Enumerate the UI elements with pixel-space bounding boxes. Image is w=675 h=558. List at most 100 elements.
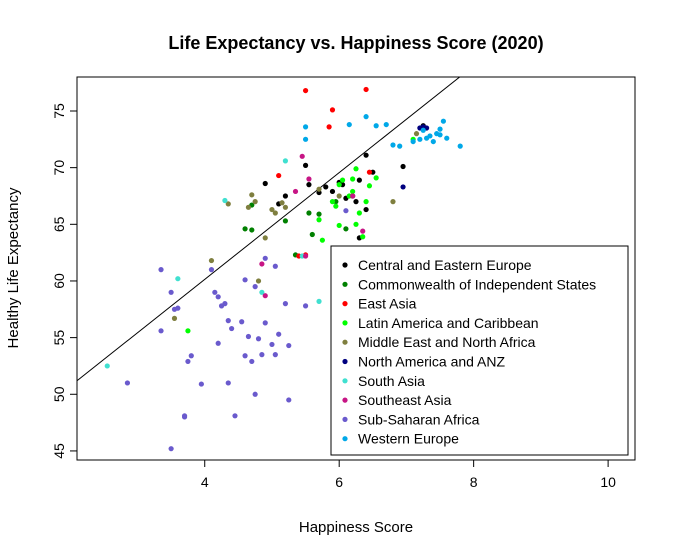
- data-point: [444, 135, 450, 141]
- data-point: [413, 131, 420, 137]
- data-point: [239, 319, 245, 325]
- data-point: [390, 142, 396, 148]
- data-point: [232, 413, 238, 419]
- data-point: [329, 199, 336, 205]
- data-point: [262, 293, 268, 299]
- data-point: [262, 255, 268, 261]
- data-point: [316, 186, 322, 192]
- data-point: [229, 325, 235, 332]
- data-point: [430, 138, 436, 145]
- data-point: [319, 237, 325, 243]
- data-point: [168, 446, 174, 452]
- x-axis-label: Happiness Score: [299, 519, 413, 536]
- data-point: [198, 381, 204, 387]
- data-point: [171, 315, 178, 321]
- data-point: [225, 201, 231, 207]
- trendline: [77, 77, 461, 382]
- legend-label: Commonwealth of Independent States: [358, 276, 596, 292]
- data-point: [255, 278, 262, 284]
- data-point: [222, 197, 228, 204]
- data-point: [252, 284, 258, 290]
- data-point: [440, 118, 446, 124]
- data-point: [356, 210, 362, 216]
- data-point: [272, 352, 278, 358]
- data-point: [222, 301, 228, 307]
- data-point: [397, 143, 403, 149]
- y-tick-label: 75: [51, 103, 67, 119]
- legend-label: Middle East and North Africa: [358, 334, 536, 350]
- data-point: [181, 413, 188, 419]
- data-point: [400, 184, 406, 190]
- data-point: [279, 200, 285, 206]
- data-point: [336, 222, 342, 229]
- data-point: [457, 143, 463, 149]
- data-point: [262, 180, 268, 187]
- data-point: [269, 206, 275, 213]
- data-point: [225, 380, 231, 386]
- y-tick-label: 65: [51, 216, 67, 232]
- data-points: [104, 86, 463, 452]
- legend-label: Latin America and Caribbean: [358, 315, 539, 331]
- data-point: [242, 353, 248, 359]
- data-point: [350, 193, 356, 199]
- data-point: [363, 152, 369, 158]
- data-point: [346, 121, 352, 128]
- data-point: [306, 182, 312, 188]
- y-tick-label: 55: [51, 330, 67, 346]
- data-point: [353, 221, 359, 227]
- data-point: [420, 127, 426, 133]
- data-point: [302, 253, 309, 259]
- data-point: [417, 136, 423, 142]
- plot-frame: [76, 76, 636, 461]
- data-point: [225, 318, 231, 324]
- data-point: [158, 328, 164, 334]
- data-point: [336, 193, 342, 199]
- data-point: [410, 138, 416, 145]
- data-point: [363, 114, 369, 120]
- data-point: [242, 277, 248, 283]
- data-point: [329, 188, 336, 195]
- data-point: [286, 397, 292, 403]
- x-tick-label: 4: [201, 474, 209, 490]
- data-point: [306, 210, 312, 216]
- trendline-group: [77, 77, 461, 382]
- data-point: [282, 301, 289, 307]
- data-point: [242, 226, 248, 232]
- data-point: [437, 132, 443, 138]
- data-point: [252, 391, 258, 397]
- legend-marker: [342, 436, 348, 442]
- data-point: [350, 188, 356, 195]
- data-point: [249, 358, 255, 365]
- legend: Central and Eastern Europe Commonwealth o…: [330, 245, 629, 456]
- data-point: [363, 86, 369, 93]
- data-point: [363, 199, 369, 205]
- legend-marker: [342, 262, 348, 268]
- data-point: [168, 289, 174, 295]
- data-point: [316, 298, 322, 304]
- data-point: [208, 257, 215, 264]
- data-point: [175, 276, 181, 282]
- data-point: [350, 176, 356, 182]
- data-point: [302, 162, 309, 168]
- y-tick-label: 50: [51, 386, 67, 402]
- legend-label: Southeast Asia: [358, 392, 452, 408]
- data-point: [306, 176, 312, 182]
- x-tick-label: 10: [600, 474, 616, 490]
- legend-marker: [342, 281, 348, 287]
- legend-label: North America and ANZ: [358, 354, 506, 370]
- data-point: [104, 363, 110, 369]
- data-point: [366, 183, 373, 189]
- legend-marker: [342, 416, 348, 422]
- legend-box: [330, 245, 629, 456]
- data-point: [272, 263, 278, 269]
- data-point: [292, 188, 299, 195]
- data-point: [302, 87, 309, 94]
- data-point: [360, 234, 366, 240]
- data-point: [353, 199, 359, 205]
- data-point: [259, 289, 265, 295]
- data-point: [343, 226, 349, 232]
- legend-label: Sub-Saharan Africa: [358, 411, 480, 427]
- data-point: [259, 352, 265, 358]
- data-point: [185, 358, 191, 365]
- data-point: [302, 303, 309, 309]
